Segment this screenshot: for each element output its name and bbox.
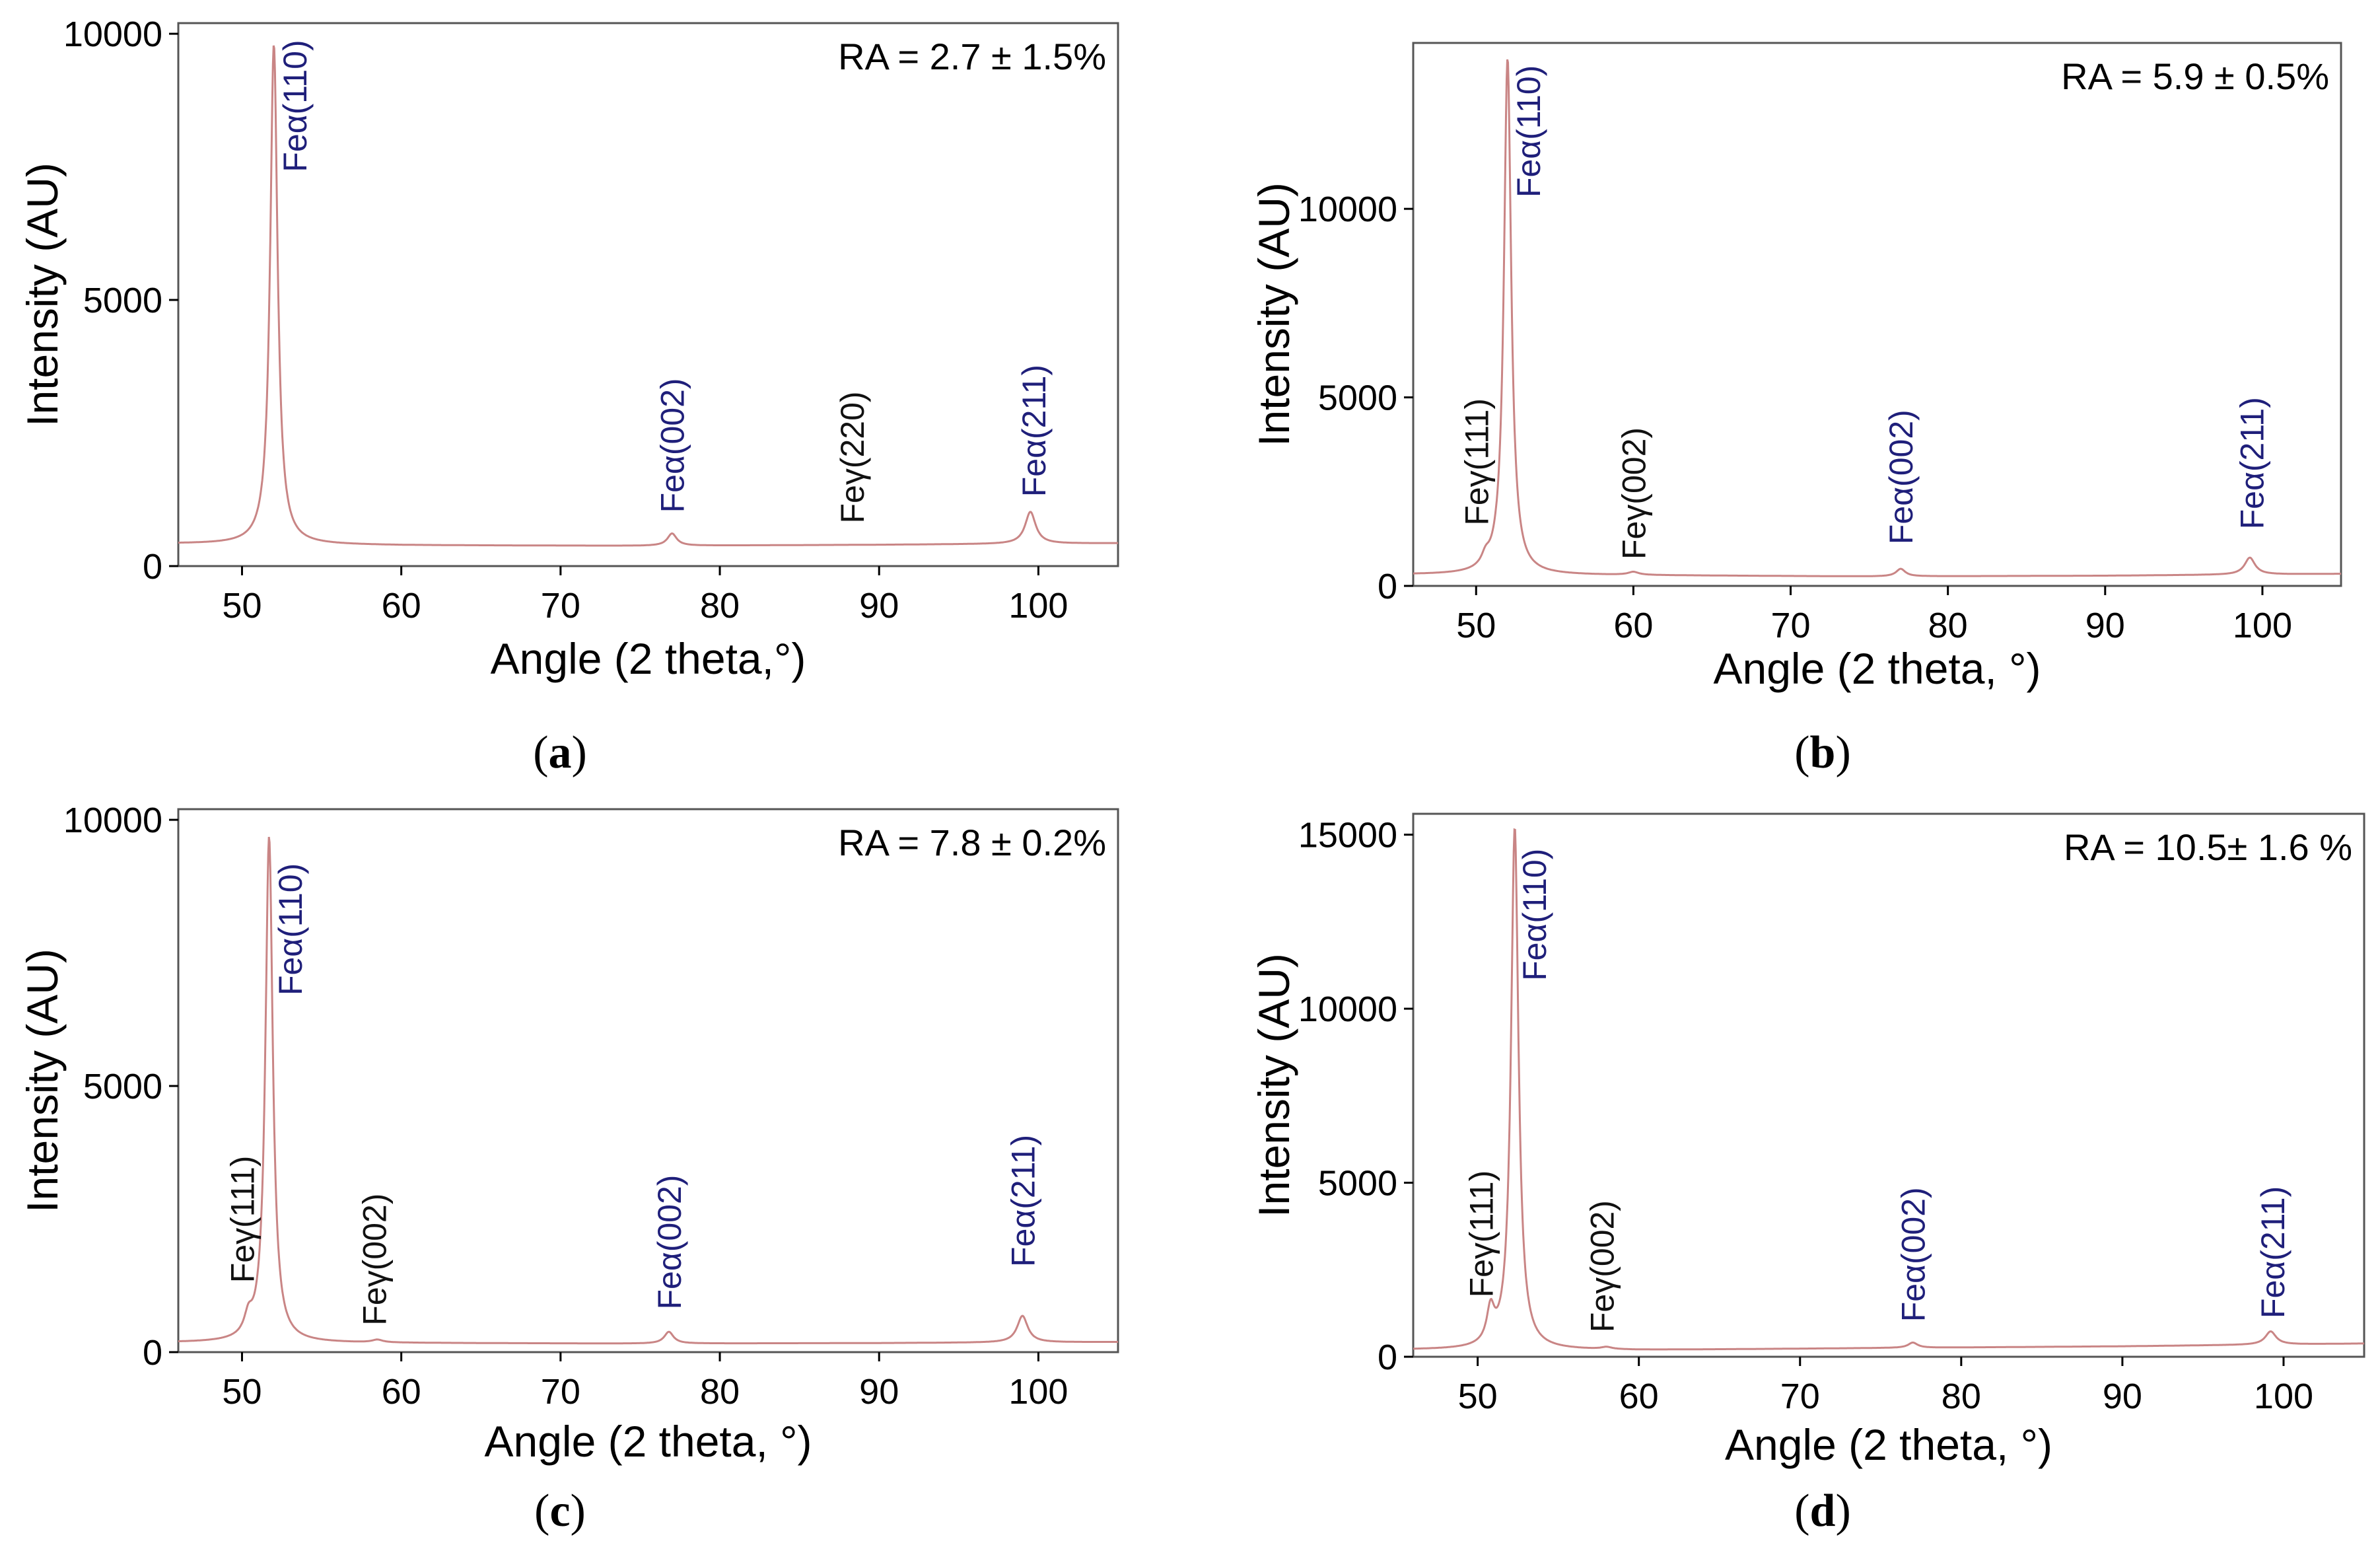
- panel-caption: (d): [1794, 1486, 1851, 1536]
- xrd-trace: [1413, 59, 2341, 577]
- plot-frame: [177, 808, 1119, 1353]
- ra-annotation: RA = 7.8 ± 0.2%: [838, 822, 1106, 863]
- chart-panel-d: 50 60 70 80 90 100 0 5000 10000 15000 Angle (2 the…: [1249, 812, 2365, 1536]
- x-tick-label: 80: [700, 586, 740, 626]
- peak-label: Feα(110): [277, 40, 314, 172]
- panel-caption-letter: d: [1810, 1486, 1836, 1536]
- y-tick-label: 10000: [1298, 190, 1397, 229]
- chart-panel-b: 50 60 70 80 90 100 0 5000 10000 Angle (2 theta, °…: [1249, 42, 2342, 778]
- peak-label: Feγ(220): [834, 391, 871, 523]
- x-tick-label: 100: [1008, 586, 1068, 626]
- y-tick-label: 5000: [1318, 378, 1397, 418]
- y-tick-label: 5000: [83, 281, 162, 320]
- x-axis-label: Angle (2 theta, °): [1725, 1420, 2052, 1469]
- y-axis-label: Intensity (AU): [18, 162, 67, 427]
- x-tick-label: 80: [700, 1372, 740, 1412]
- ra-annotation: RA = 5.9 ± 0.5%: [2061, 55, 2329, 97]
- y-tick-label: 0: [143, 1333, 162, 1373]
- x-tick-label: 100: [2254, 1377, 2313, 1416]
- y-tick-label: 0: [1378, 1338, 1397, 1377]
- xrd-trace: [1413, 828, 2364, 1351]
- peak-label: Feα(110): [1516, 849, 1553, 981]
- y-axis-label: Intensity (AU): [1249, 182, 1298, 447]
- ra-annotation: RA = 2.7 ± 1.5%: [838, 36, 1106, 77]
- x-tick-label: 60: [1619, 1377, 1659, 1416]
- x-axis-label: Angle (2 theta, °): [1714, 644, 2041, 693]
- x-tick-label: 100: [2233, 606, 2292, 645]
- peak-label: Feα(002): [654, 378, 691, 513]
- x-tick-label: 70: [541, 586, 580, 626]
- x-tick-label: 70: [541, 1372, 580, 1412]
- y-axis-label: Intensity (AU): [1249, 953, 1298, 1217]
- x-axis-label: Angle (2 theta, °): [485, 1417, 812, 1466]
- peak-label: Feγ(111): [1458, 398, 1495, 526]
- x-tick-label: 50: [1456, 606, 1496, 645]
- panel-caption: (a): [533, 727, 587, 778]
- plot-frame: [177, 22, 1119, 567]
- peak-label: Feγ(002): [1615, 427, 1652, 559]
- y-tick-label: 0: [143, 547, 162, 587]
- peak-label: Feα(211): [2255, 1186, 2292, 1318]
- y-tick-label: 5000: [83, 1067, 162, 1106]
- plot-frame: [1412, 812, 2365, 1358]
- x-tick-label: 90: [2103, 1377, 2142, 1416]
- peak-label: Feα(002): [1895, 1187, 1932, 1322]
- peak-label: Feα(211): [1016, 365, 1053, 497]
- y-tick-label: 15000: [1298, 816, 1397, 855]
- peak-label: Feγ(002): [1584, 1200, 1621, 1332]
- y-tick-label: 0: [1378, 567, 1397, 606]
- xrd-trace: [178, 836, 1118, 1345]
- peak-label: Feα(110): [272, 863, 309, 995]
- chart-panel-c: 50 60 70 80 90 100 0 5000 10000 Angle (2 theta, °…: [18, 801, 1119, 1536]
- ra-annotation: RA = 10.5± 1.6 %: [2064, 826, 2352, 868]
- x-tick-label: 70: [1770, 606, 1810, 645]
- peak-label: Feα(110): [1510, 65, 1547, 198]
- peak-label: Feγ(111): [224, 1156, 261, 1283]
- x-tick-label: 60: [1613, 606, 1653, 645]
- panel-caption-letter: c: [549, 1486, 570, 1536]
- x-tick-label: 80: [1928, 606, 1968, 645]
- y-axis-label: Intensity (AU): [18, 949, 67, 1213]
- plot-frame: [1412, 42, 2342, 587]
- x-tick-label: 60: [382, 1372, 421, 1412]
- x-tick-label: 90: [2085, 606, 2125, 645]
- x-tick-label: 80: [1942, 1377, 1981, 1416]
- x-axis-label: Angle (2 theta,°): [491, 634, 806, 683]
- peak-label: Feγ(002): [357, 1194, 394, 1326]
- y-tick-label: 10000: [63, 15, 162, 54]
- peak-label: Feα(211): [1004, 1135, 1041, 1267]
- peak-label: Feα(211): [2233, 397, 2270, 529]
- peak-label: Feα(002): [1883, 410, 1920, 544]
- y-tick-label: 10000: [1298, 989, 1397, 1029]
- x-tick-label: 60: [382, 586, 421, 626]
- y-tick-label: 10000: [63, 801, 162, 840]
- chart-panel-a: 50 60 70 80 90 100 0 5000 10000 Angle (2 theta,°)…: [18, 15, 1119, 778]
- x-tick-label: 90: [859, 586, 899, 626]
- x-tick-label: 50: [222, 1372, 262, 1412]
- panel-caption: (c): [534, 1486, 586, 1536]
- peak-label: Feα(002): [651, 1175, 688, 1310]
- panel-caption-letter: a: [549, 727, 572, 778]
- x-tick-label: 90: [859, 1372, 899, 1412]
- peak-label: Feγ(111): [1463, 1170, 1500, 1298]
- y-tick-label: 5000: [1318, 1164, 1397, 1204]
- x-tick-label: 50: [222, 586, 262, 626]
- xrd-trace: [178, 45, 1118, 547]
- x-tick-label: 70: [1780, 1377, 1820, 1416]
- x-tick-label: 50: [1458, 1377, 1498, 1416]
- panel-caption-letter: b: [1810, 727, 1836, 778]
- panel-caption: (b): [1794, 727, 1851, 778]
- x-tick-label: 100: [1008, 1372, 1068, 1412]
